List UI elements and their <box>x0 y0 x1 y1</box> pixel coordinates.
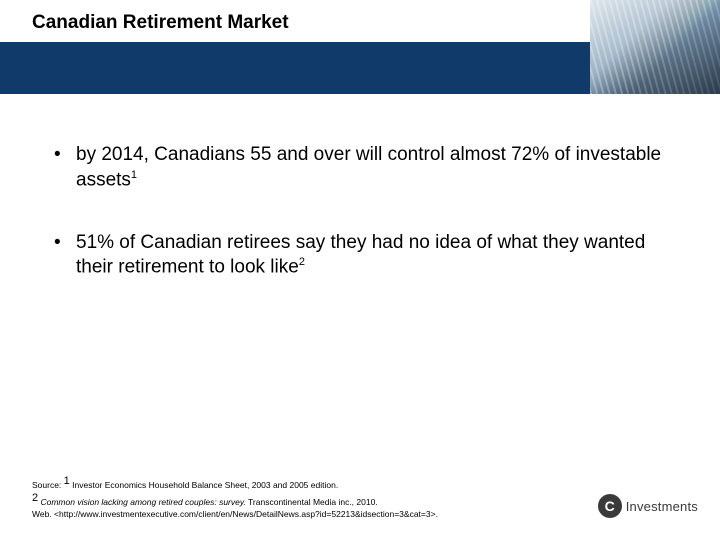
logo-circle-icon: C <box>598 494 622 518</box>
footnote-ref: 1 <box>131 169 137 181</box>
content-area: by 2014, Canadians 55 and over will cont… <box>0 95 720 280</box>
source-label: Source: <box>32 480 64 490</box>
source-italic: Common vision lacking among retired coup… <box>38 497 246 507</box>
header-decorative-image <box>590 0 720 94</box>
source-url: Web. <http://www.investmentexecutive.com… <box>32 509 438 519</box>
brand-logo: C Investments <box>598 494 698 518</box>
source-text: Investor Economics Household Balance She… <box>70 480 338 490</box>
list-item: 51% of Canadian retirees say they had no… <box>54 231 672 281</box>
footnote-ref: 2 <box>299 256 305 268</box>
logo-letter: C <box>605 498 615 514</box>
source-citation: Source: 1 Investor Economics Household B… <box>32 474 580 520</box>
slide-header: Canadian Retirement Market <box>0 0 720 95</box>
logo-text: Investments <box>626 499 698 514</box>
bullet-text: 51% of Canadian retirees say they had no… <box>76 232 645 278</box>
footer: Source: 1 Investor Economics Household B… <box>32 474 580 520</box>
bullet-list: by 2014, Canadians 55 and over will cont… <box>54 143 672 280</box>
bullet-text: by 2014, Canadians 55 and over will cont… <box>76 144 661 190</box>
list-item: by 2014, Canadians 55 and over will cont… <box>54 143 672 193</box>
source-text: Transcontinental Media inc., 2010. <box>246 497 378 507</box>
